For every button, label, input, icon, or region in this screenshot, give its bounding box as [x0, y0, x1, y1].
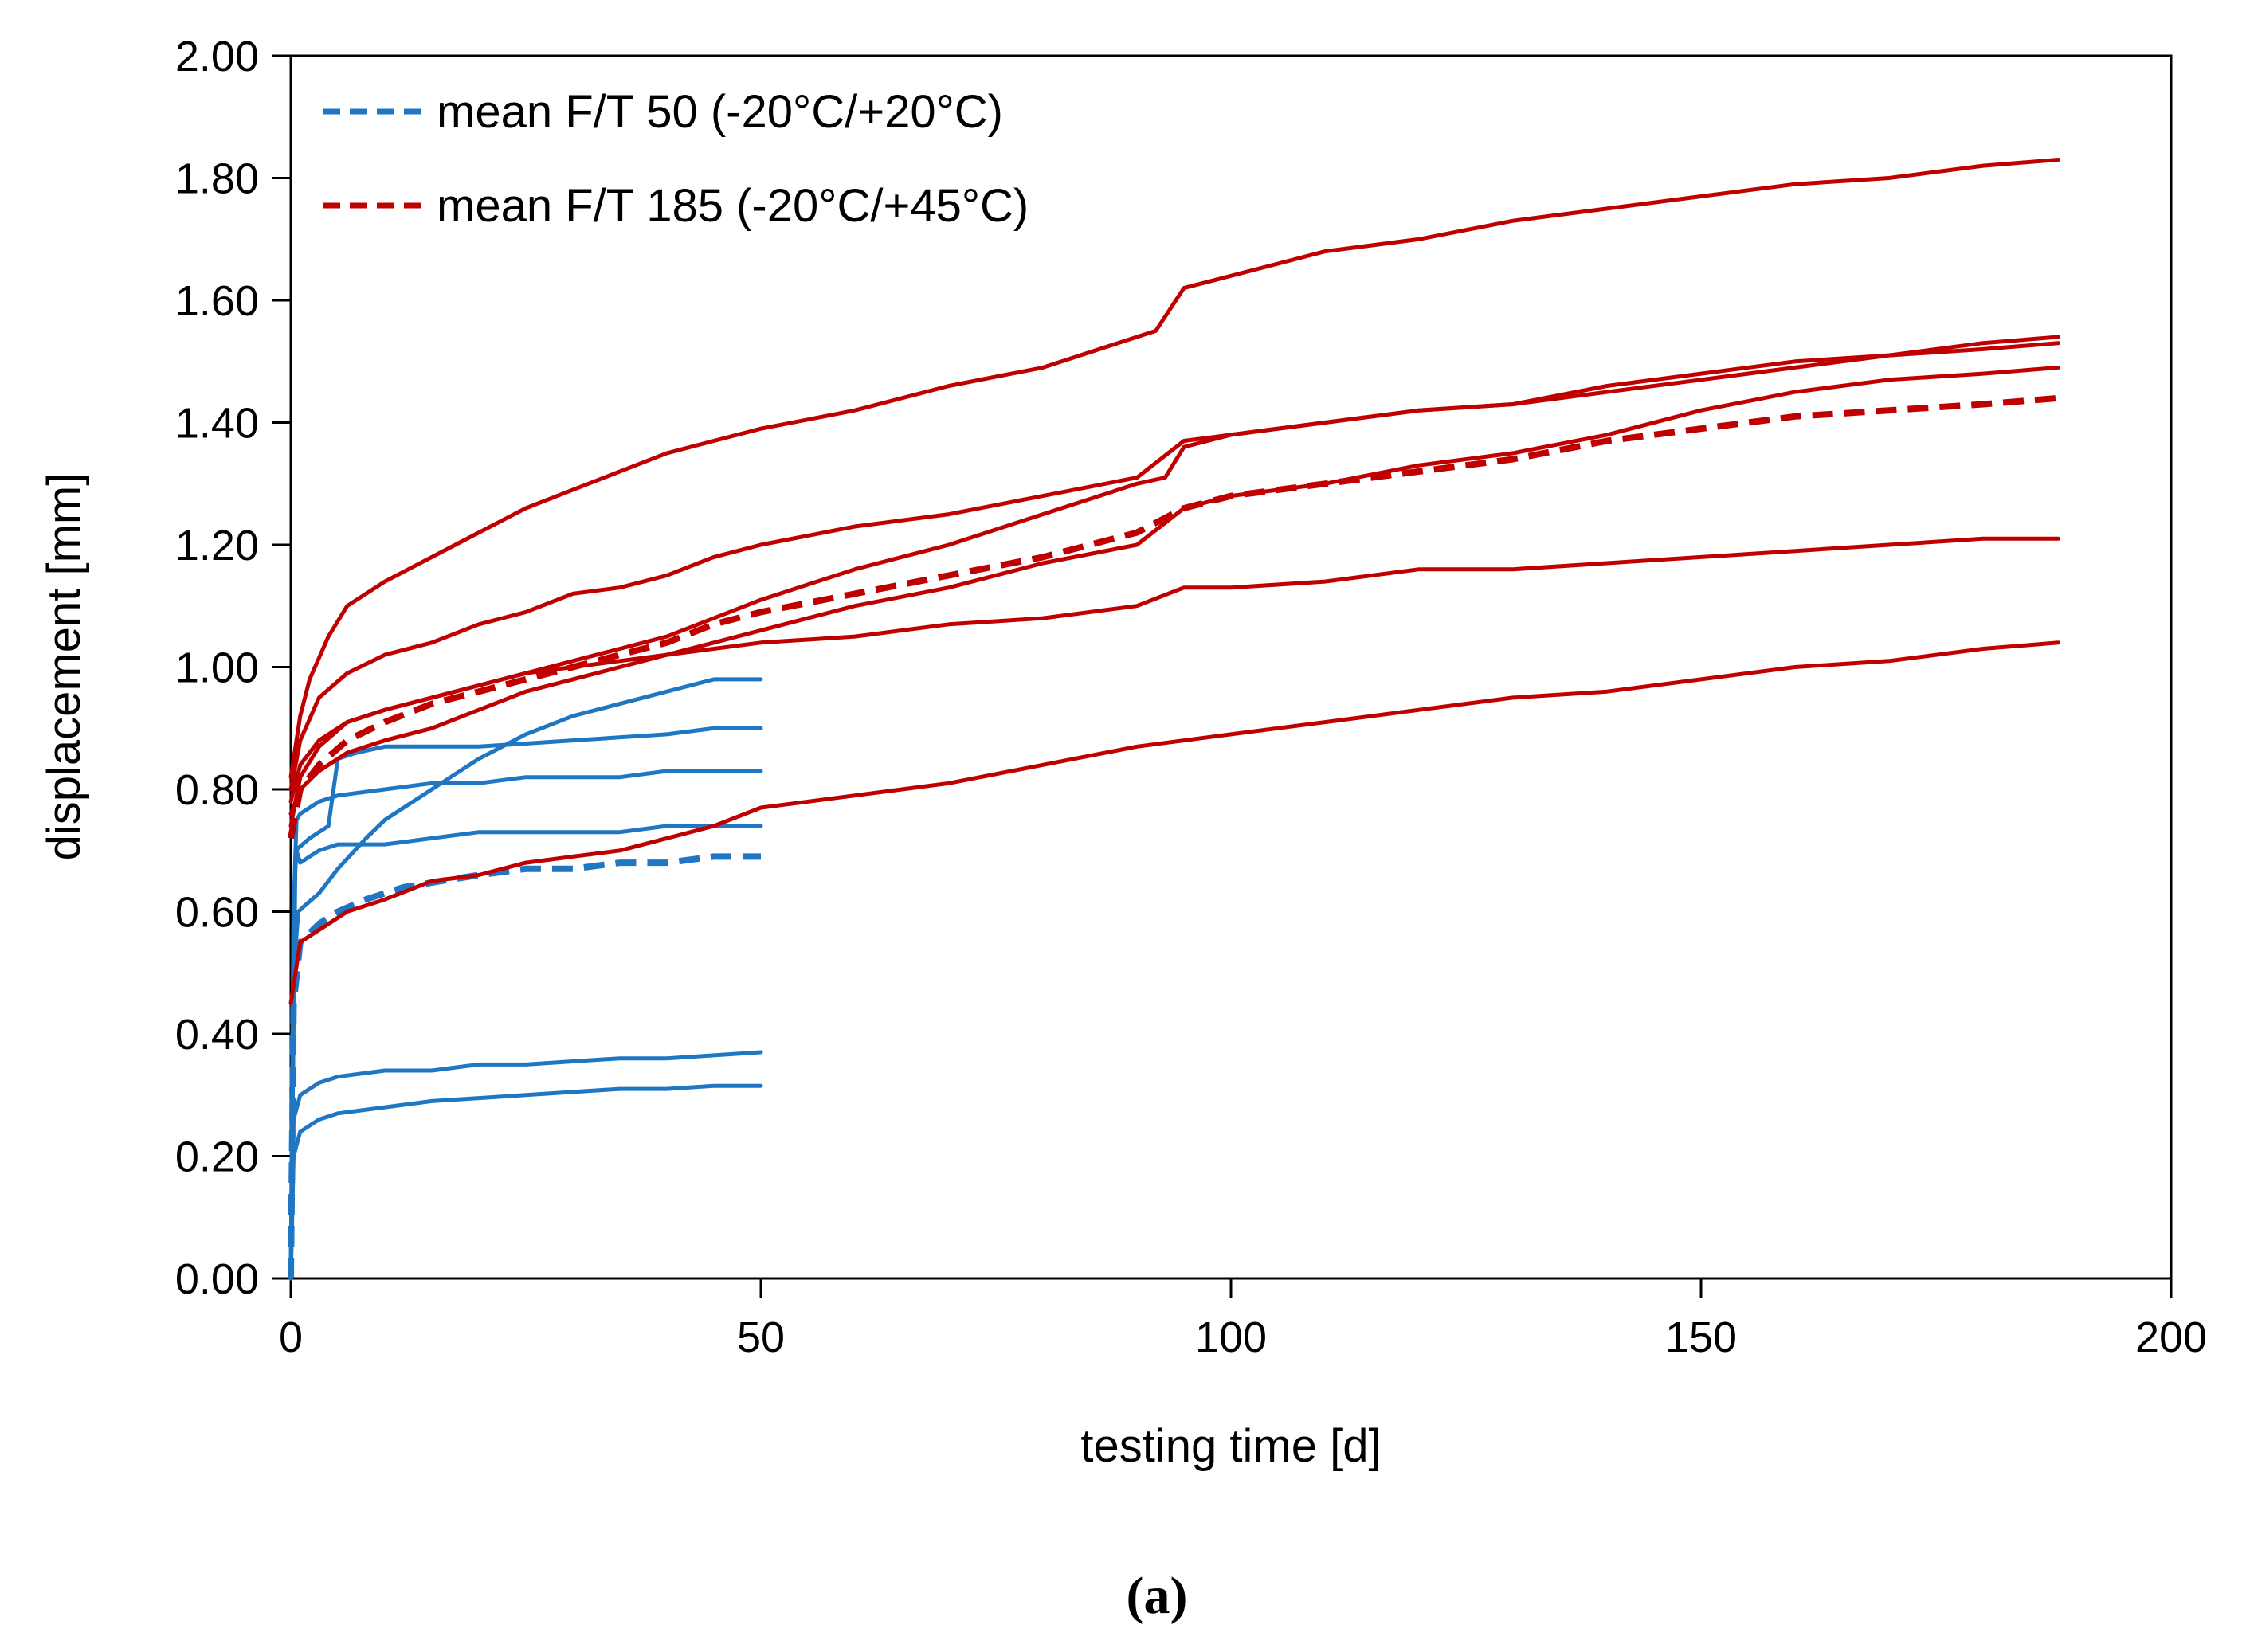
- y-tick-label: 0.80: [175, 766, 259, 814]
- series-line-f-t-50-specimen-4: [288, 726, 763, 1281]
- x-tick-label: 200: [2135, 1313, 2207, 1361]
- y-tick-label: 1.60: [175, 277, 259, 325]
- y-tick-label: 1.00: [175, 644, 259, 692]
- x-axis-title: testing time [d]: [1080, 1420, 1381, 1472]
- y-tick-label: 0.00: [175, 1255, 259, 1303]
- y-tick-label: 2.00: [175, 33, 259, 80]
- y-tick-label: 0.40: [175, 1011, 259, 1059]
- x-tick-label: 150: [1665, 1313, 1737, 1361]
- series-line-f-t-185-specimen-1: [288, 158, 2060, 780]
- series-line-f-t-185-specimen-6: [288, 640, 2060, 1006]
- x-axis: 0 50 100 150 200: [279, 1278, 2207, 1361]
- y-axis-title: displacement [mm]: [38, 473, 90, 861]
- series-layer: [288, 158, 2060, 1281]
- series-line-f-t-185-specimen-2: [288, 341, 2060, 792]
- series-line-f-t-185-specimen-5: [288, 536, 2060, 828]
- legend: mean F/T 50 (-20°C/+20°C) mean F/T 185 (…: [323, 86, 1029, 232]
- y-axis: 0.00 0.20 0.40 0.60 0.80 1.00 1.20 1.40 1.60 1.80…: [175, 33, 291, 1303]
- series-line-f-t-185-specimen-4: [288, 365, 2060, 816]
- y-tick-label: 0.20: [175, 1133, 259, 1181]
- x-tick-label: 50: [737, 1313, 785, 1361]
- series-line-f-t-50-specimen-6: [288, 1083, 763, 1281]
- y-tick-label: 1.20: [175, 522, 259, 570]
- y-tick-label: 1.80: [175, 155, 259, 203]
- figure-caption: (a): [1127, 1567, 1188, 1625]
- series-line-f-t-50-specimen-1: [288, 769, 763, 1281]
- series-line-f-t-50-specimen-3: [288, 677, 763, 1281]
- plot-area: [289, 54, 2173, 1280]
- legend-label-mean-ft50: mean F/T 50 (-20°C/+20°C): [437, 86, 1003, 138]
- y-tick-label: 1.40: [175, 400, 259, 448]
- legend-label-mean-ft185: mean F/T 185 (-20°C/+45°C): [437, 180, 1029, 232]
- x-tick-label: 100: [1195, 1313, 1267, 1361]
- x-tick-label: 0: [279, 1313, 303, 1361]
- series-line-f-t-50-specimen-2: [288, 824, 763, 1281]
- y-tick-label: 0.60: [175, 889, 259, 937]
- series-line-f-t-50-specimen-5: [288, 1050, 763, 1281]
